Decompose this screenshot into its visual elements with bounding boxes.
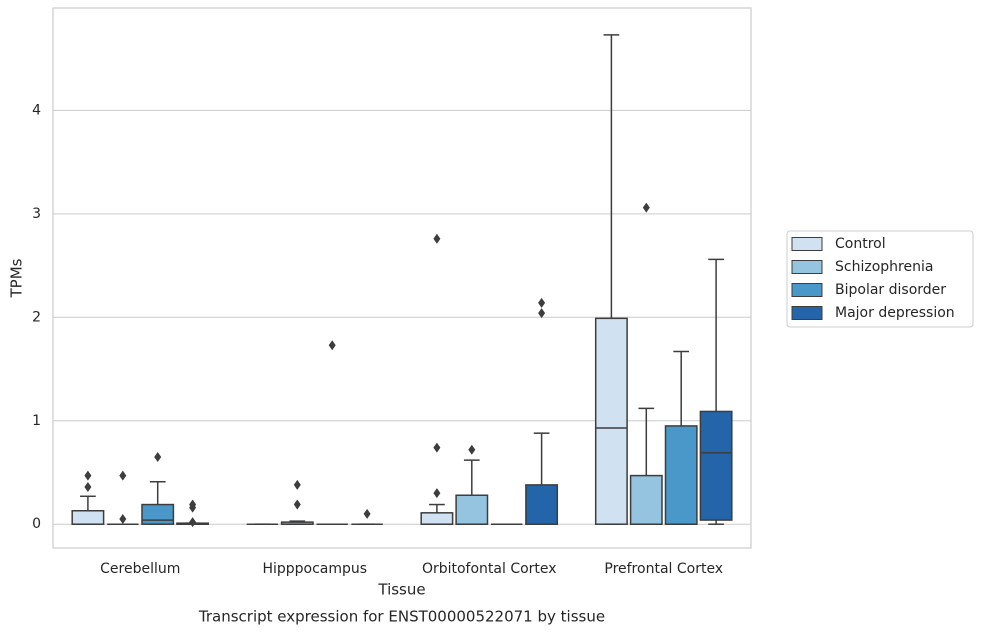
x-tick-label: Prefrontal Cortex xyxy=(604,561,723,577)
box xyxy=(141,503,175,525)
legend-frame xyxy=(786,230,974,328)
legend-swatch xyxy=(791,260,823,274)
y-tick-label: 1 xyxy=(32,413,41,429)
box xyxy=(525,484,559,525)
legend-label: Bipolar disorder xyxy=(835,282,946,298)
outlier xyxy=(119,514,127,525)
x-tick-label: Orbitofontal Cortex xyxy=(422,561,557,577)
box xyxy=(420,512,454,525)
legend-label: Schizophrenia xyxy=(835,259,933,275)
y-tick-label: 3 xyxy=(32,206,41,222)
legend-swatch xyxy=(791,306,823,320)
legend-swatch xyxy=(791,237,823,251)
x-axis-label: Tissue xyxy=(377,581,425,599)
y-tick-label: 4 xyxy=(32,102,41,118)
outlier xyxy=(433,442,441,453)
outlier xyxy=(189,517,197,528)
box xyxy=(71,510,105,525)
plot-frame xyxy=(52,7,752,549)
y-tick-label: 2 xyxy=(32,309,41,325)
y-tick-label: 0 xyxy=(32,516,41,532)
y-axis-label: TPMs xyxy=(8,258,26,298)
outlier xyxy=(538,308,546,319)
outlier xyxy=(84,470,92,481)
outlier xyxy=(119,470,127,481)
outlier xyxy=(84,481,92,492)
chart-title: Transcript expression for ENST0000052207… xyxy=(198,608,605,626)
box xyxy=(699,410,733,521)
x-tick-label: Hipppocampus xyxy=(262,561,367,577)
box xyxy=(594,317,628,525)
outlier xyxy=(189,499,197,510)
outlier xyxy=(433,233,441,244)
legend-label: Major depression xyxy=(835,305,955,321)
legend-swatch xyxy=(791,283,823,297)
outlier xyxy=(328,340,336,351)
outlier xyxy=(293,479,301,490)
outlier xyxy=(642,202,650,213)
outlier xyxy=(468,444,476,455)
outlier xyxy=(154,451,162,462)
x-tick-label: Cerebellum xyxy=(100,561,180,577)
legend-label: Control xyxy=(835,236,886,252)
box xyxy=(455,494,489,525)
outlier xyxy=(433,488,441,499)
box xyxy=(664,425,698,525)
outlier xyxy=(538,297,546,308)
outlier xyxy=(293,499,301,510)
outlier xyxy=(363,508,371,519)
box xyxy=(629,474,663,525)
